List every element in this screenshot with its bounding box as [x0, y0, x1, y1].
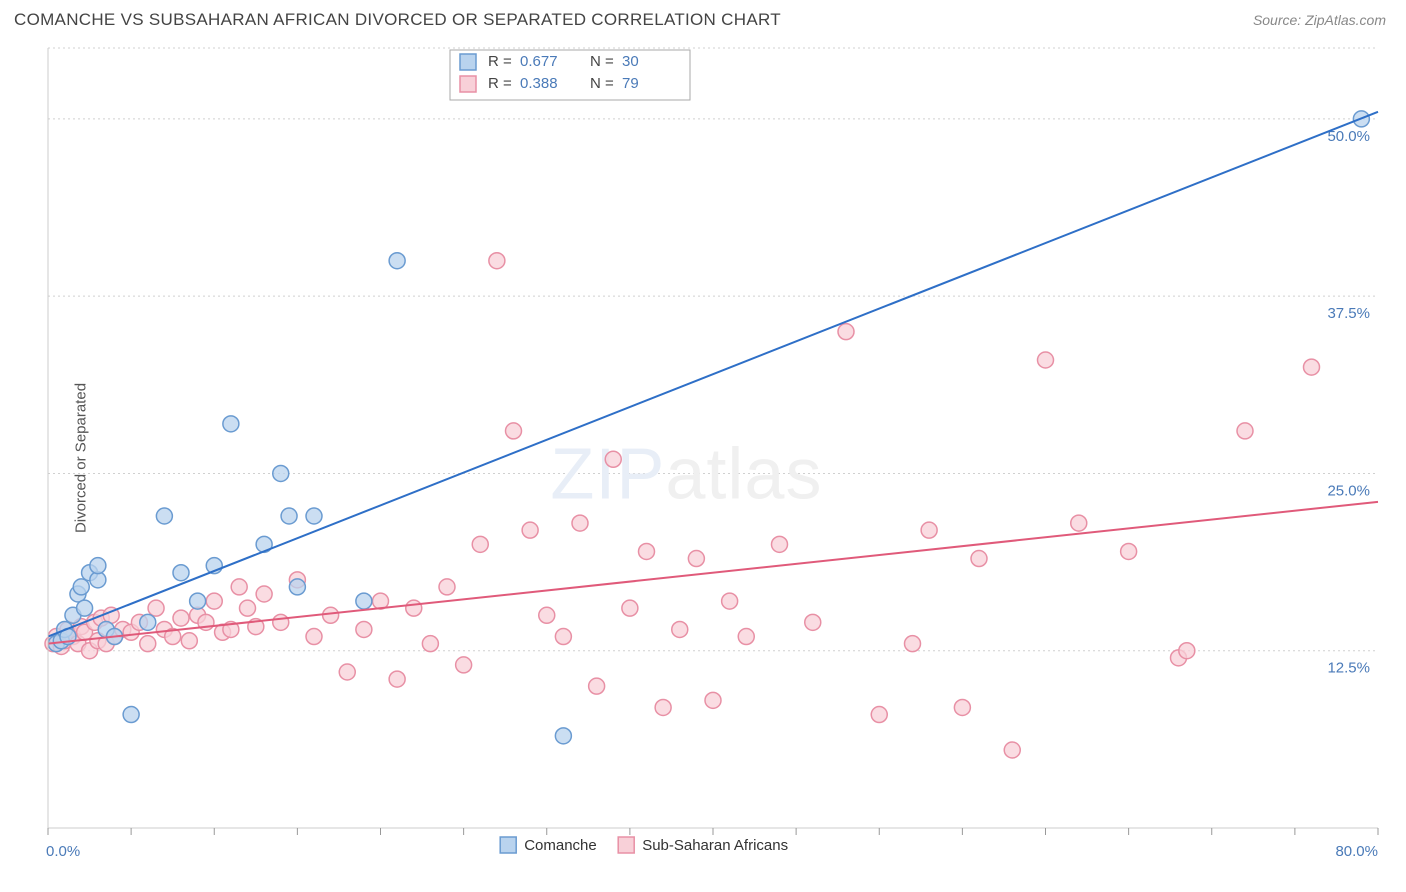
chart-title: COMANCHE VS SUBSAHARAN AFRICAN DIVORCED … [14, 10, 781, 30]
data-point [148, 600, 164, 616]
data-point [722, 593, 738, 609]
data-point [356, 593, 372, 609]
source-attribution: Source: ZipAtlas.com [1253, 12, 1386, 28]
legend-n-value: 30 [622, 53, 639, 70]
data-point [589, 678, 605, 694]
data-point [905, 636, 921, 652]
data-point [273, 614, 289, 630]
scatter-chart: 12.5% 25.0% 37.5% 50.0% ZIPatlas 0.0% 80.0% R =… [0, 38, 1406, 878]
data-point [306, 629, 322, 645]
data-point [506, 423, 522, 439]
data-point [1237, 423, 1253, 439]
data-point [572, 515, 588, 531]
legend-n-label: N = [590, 53, 614, 70]
data-point [156, 508, 172, 524]
legend-r-label: R = [488, 53, 512, 70]
trend-line [48, 502, 1378, 644]
data-point [921, 522, 937, 538]
x-tick-label: 80.0% [1335, 843, 1378, 860]
trend-line [48, 112, 1378, 637]
data-point [439, 579, 455, 595]
data-point [206, 593, 222, 609]
data-point [971, 551, 987, 567]
data-point [289, 579, 305, 595]
data-point [339, 664, 355, 680]
legend-swatch [500, 837, 516, 853]
legend-swatch [460, 54, 476, 70]
data-point [389, 671, 405, 687]
data-point [688, 551, 704, 567]
data-point [140, 636, 156, 652]
data-point [489, 253, 505, 269]
data-point [190, 593, 206, 609]
legend-r-value: 0.677 [520, 53, 558, 70]
x-tick-label: 0.0% [46, 843, 80, 860]
y-axis-label: Divorced or Separated [73, 383, 90, 533]
data-point [772, 536, 788, 552]
data-point [639, 543, 655, 559]
legend-n-value: 79 [622, 75, 639, 92]
data-point [173, 610, 189, 626]
data-point [231, 579, 247, 595]
data-point [406, 600, 422, 616]
data-point [256, 586, 272, 602]
data-point [555, 728, 571, 744]
data-point [472, 536, 488, 552]
data-point [1071, 515, 1087, 531]
data-point [240, 600, 256, 616]
y-tick-label: 37.5% [1327, 305, 1370, 322]
data-point [522, 522, 538, 538]
legend-n-label: N = [590, 75, 614, 92]
data-point [539, 607, 555, 623]
data-point [223, 416, 239, 432]
data-point [1004, 742, 1020, 758]
data-point [1121, 543, 1137, 559]
data-point [281, 508, 297, 524]
data-point [705, 692, 721, 708]
y-tick-label: 12.5% [1327, 660, 1370, 677]
data-point [838, 324, 854, 340]
data-point [555, 629, 571, 645]
legend-r-label: R = [488, 75, 512, 92]
data-point [389, 253, 405, 269]
data-point [140, 614, 156, 630]
legend-swatch [460, 76, 476, 92]
data-point [356, 621, 372, 637]
data-point [954, 699, 970, 715]
data-point [123, 707, 139, 723]
watermark: ZIPatlas [550, 434, 822, 514]
data-point [323, 607, 339, 623]
stats-legend-box [450, 50, 690, 100]
data-point [73, 579, 89, 595]
data-point [90, 558, 106, 574]
data-point [672, 621, 688, 637]
legend-series-label: Sub-Saharan Africans [642, 837, 788, 854]
data-point [181, 633, 197, 649]
data-point [738, 629, 754, 645]
data-point [655, 699, 671, 715]
data-point [273, 465, 289, 481]
data-point [422, 636, 438, 652]
data-point [805, 614, 821, 630]
data-point [622, 600, 638, 616]
data-point [871, 707, 887, 723]
chart-container: Divorced or Separated 12.5% 25.0% 37.5% 50.… [0, 38, 1406, 878]
y-tick-label: 50.0% [1327, 128, 1370, 145]
data-point [605, 451, 621, 467]
data-point [306, 508, 322, 524]
data-point [456, 657, 472, 673]
data-point [173, 565, 189, 581]
legend-series-label: Comanche [524, 837, 597, 854]
data-point [1179, 643, 1195, 659]
data-point [77, 600, 93, 616]
legend-swatch [618, 837, 634, 853]
y-tick-label: 25.0% [1327, 482, 1370, 499]
data-point [1038, 352, 1054, 368]
legend-r-value: 0.388 [520, 75, 558, 92]
data-point [1304, 359, 1320, 375]
